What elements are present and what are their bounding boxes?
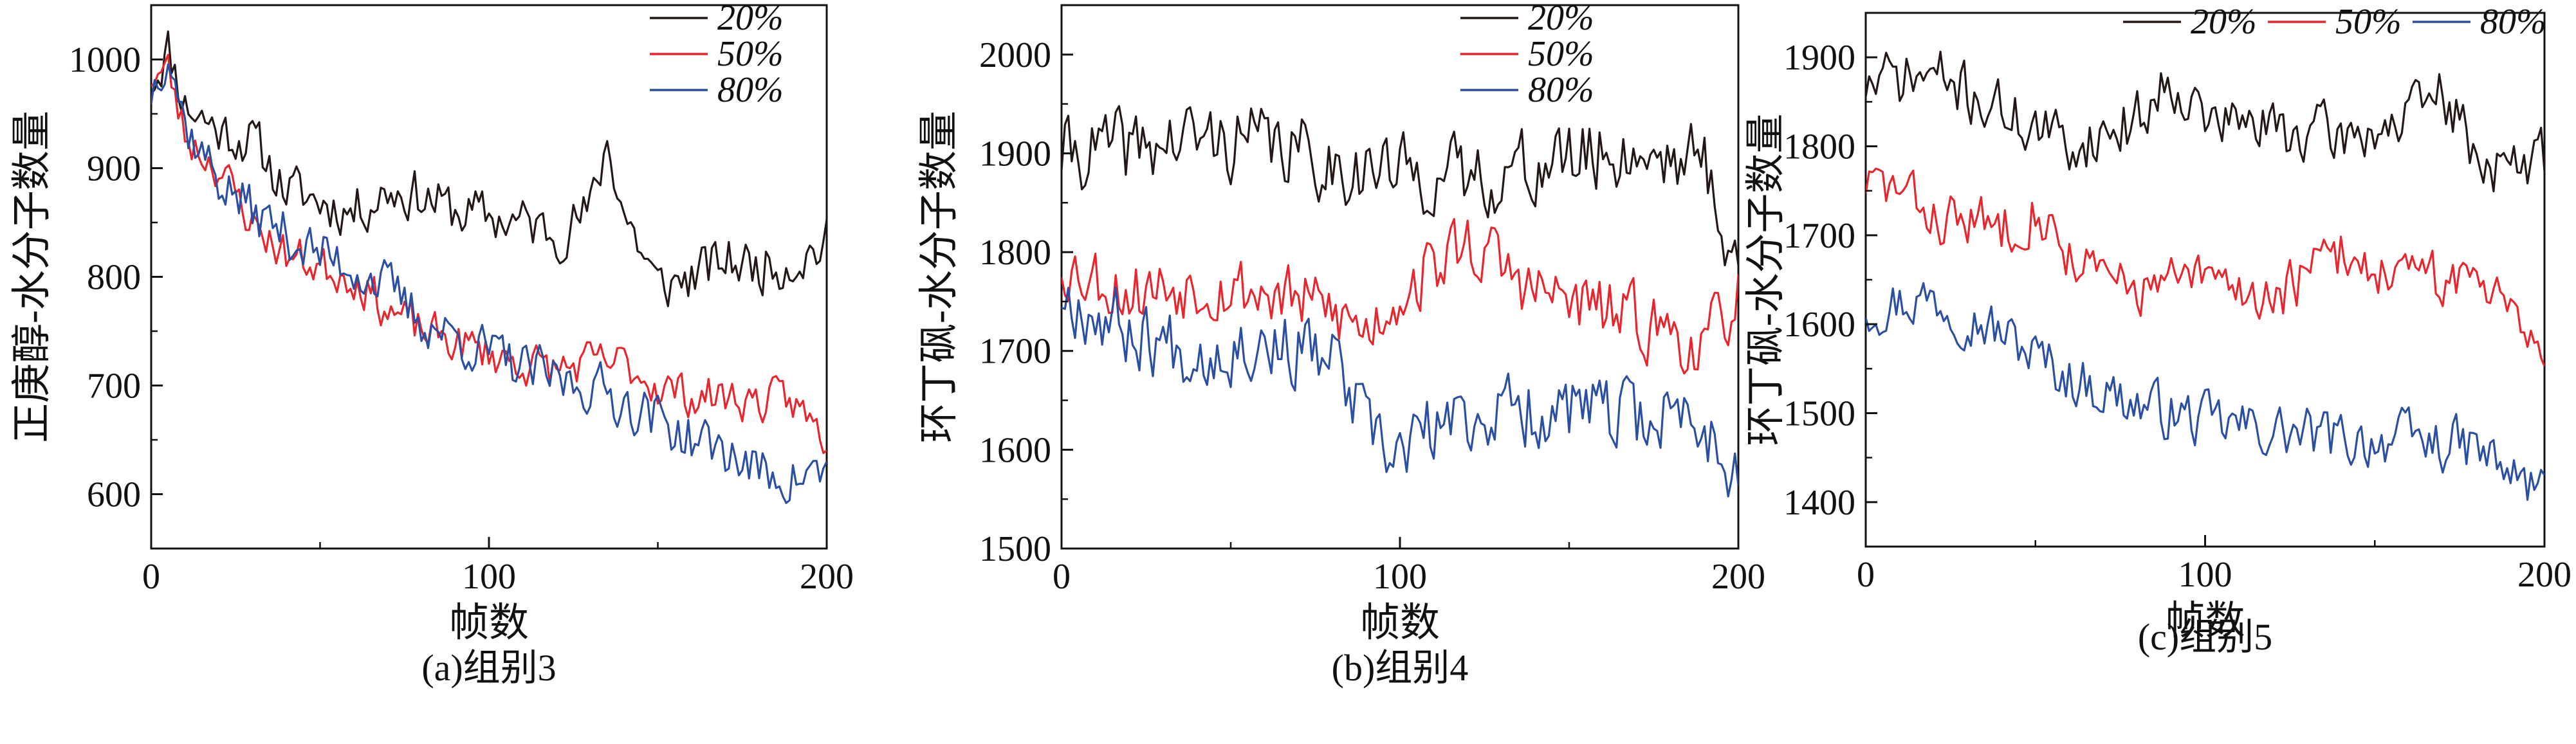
y-tick-label: 600	[87, 475, 141, 515]
y-tick-label: 1600	[979, 430, 1051, 470]
series-line-50pct	[1866, 167, 2544, 367]
legend-entry: 50%	[2335, 2, 2402, 42]
y-tick-label: 1500	[1783, 394, 1855, 434]
legend: 20%50%80%	[650, 0, 784, 110]
chart-panels: 0 100 2006007008009001000帧数正庚醇-水分子数量20%50%…	[10, 0, 2571, 689]
y-tick-label: 1900	[1783, 38, 1855, 78]
panel-caption: (c)组别5	[2138, 616, 2272, 658]
y-tick-label: 900	[87, 149, 141, 189]
x-tick-label: 100	[2178, 555, 2232, 595]
series-line-20pct	[1062, 105, 1738, 267]
x-tick-label: 100	[1373, 557, 1427, 597]
series-line-50pct	[151, 53, 827, 455]
y-tick-label: 1700	[979, 332, 1051, 372]
series-lines	[1062, 105, 1738, 498]
chart-panel: 0 100 200 600 700 800 900 1000 帧数 正庚醇-水分子数量 20%50%…	[10, 0, 854, 689]
x-tick-label: 200	[800, 557, 854, 597]
y-tick-label: 2000	[979, 35, 1051, 75]
y-tick-label: 700	[87, 367, 141, 406]
y-tick-label: 1600	[1783, 305, 1855, 345]
series-line-80pct	[1866, 282, 2544, 501]
x-tick-label: 0	[1053, 557, 1071, 597]
series-line-80pct	[151, 63, 827, 504]
legend-entry: 50%	[1528, 34, 1594, 74]
chart-panel: 0 100 200 1500 1600 1700 1800 1900 2000 帧数 环丁砜-水分子…	[917, 0, 1765, 689]
legend-entry: 20%	[2191, 2, 2257, 42]
y-tick-label: 1400	[1783, 483, 1855, 523]
series-lines	[1866, 50, 2544, 501]
y-tick-label: 1700	[1783, 216, 1855, 256]
legend-entry: 80%	[1528, 70, 1594, 110]
panel-caption: (a)组别3	[421, 647, 556, 689]
y-axis-label: 环丁砜-水分子数量	[1744, 114, 1788, 446]
legend-entry: 20%	[1528, 0, 1594, 38]
legend-entry: 50%	[717, 34, 784, 74]
x-axis-label: 帧数	[2165, 599, 2245, 643]
y-tick-label: 1000	[69, 41, 141, 80]
legend-entry: 80%	[717, 70, 784, 110]
legend: 20% 50% 80%	[2123, 2, 2546, 42]
panel-caption: (b)组别4	[1332, 647, 1469, 689]
y-tick-label: 1800	[1783, 127, 1855, 167]
legend: 20%50%80%	[1460, 0, 1594, 110]
chart-panel: 0 100 200 1400 1500 1600 1700 1800 1900 帧数 环丁砜-水分子…	[1744, 2, 2571, 658]
series-line-20pct	[1866, 50, 2544, 193]
x-tick-label: 100	[462, 557, 516, 597]
legend-entry: 20%	[717, 0, 784, 38]
x-axis-label: 帧数	[449, 601, 529, 645]
series-line-50pct	[1062, 218, 1738, 375]
legend-entry: 80%	[2480, 2, 2546, 42]
series-line-20pct	[151, 30, 827, 307]
y-axis-label: 正庚醇-水分子数量	[10, 111, 54, 443]
y-tick-label: 1800	[979, 233, 1051, 273]
y-axis-label: 环丁砜-水分子数量	[917, 111, 961, 443]
y-tick-label: 800	[87, 258, 141, 298]
series-line-80pct	[1062, 286, 1738, 498]
series-lines	[151, 30, 827, 504]
y-tick-label: 1900	[979, 134, 1051, 174]
x-axis-label: 帧数	[1360, 601, 1440, 645]
y-tick-label: 1500	[979, 529, 1051, 569]
x-tick-label: 0	[142, 557, 160, 597]
x-tick-label: 200	[2517, 555, 2571, 595]
x-tick-label: 200	[1711, 557, 1765, 597]
x-tick-label: 0	[1857, 555, 1875, 595]
plot-frame	[1060, 4, 1740, 550]
